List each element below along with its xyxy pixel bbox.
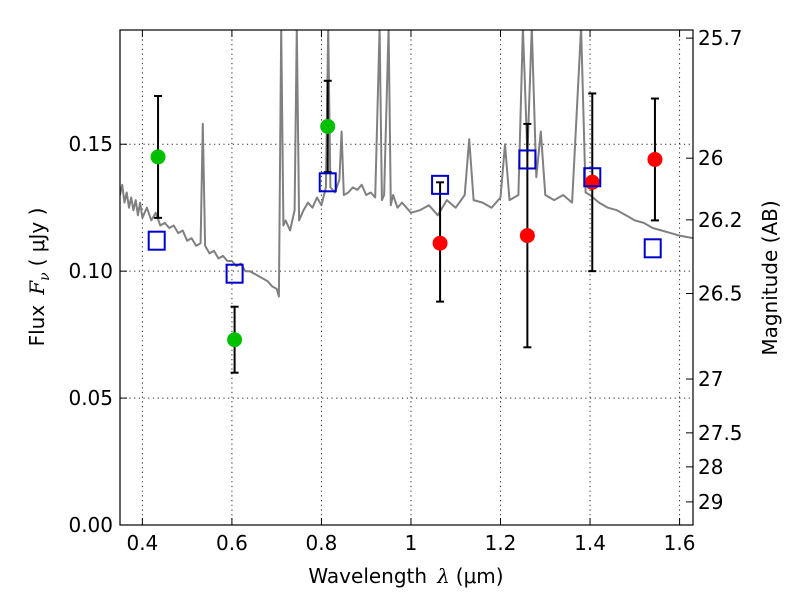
y2-axis: 25.7 26 26.2 26.5 27 27.5 28 29 — [686, 26, 743, 514]
data-point — [320, 118, 336, 134]
y-tick-label: 0.10 — [68, 259, 113, 283]
model-point — [431, 174, 450, 195]
y-tick-label: 0.15 — [68, 132, 113, 156]
y2-tick-label: 25.7 — [698, 26, 743, 50]
model-point — [225, 263, 244, 284]
data-point — [432, 235, 448, 251]
x-tick-label: 1 — [405, 531, 418, 555]
y2-tick-label: 26 — [698, 146, 723, 170]
model-spectrum-line — [120, 30, 693, 298]
grid-layer — [120, 30, 693, 525]
y2-tick-label: 26.2 — [698, 208, 743, 232]
model-point — [147, 230, 166, 251]
data-point — [227, 332, 243, 348]
data-point — [647, 151, 663, 167]
x-axis-title: Wavelength λ (μm) — [308, 564, 503, 588]
x-axis-title-text: Wavelength — [308, 564, 427, 588]
y2-tick-label: 27.5 — [698, 421, 743, 445]
x-tick-label: 0.6 — [216, 531, 248, 555]
x-tick-label: 0.4 — [126, 531, 158, 555]
y2-axis-title: Magnitude (AB) — [758, 200, 782, 355]
data-point — [519, 228, 535, 244]
y2-tick-label: 29 — [698, 490, 723, 514]
y-axis: 0.00 0.05 0.10 0.15 — [68, 132, 127, 537]
x-tick-label: 1.6 — [664, 531, 696, 555]
plot-frame — [119, 29, 694, 526]
y-axis-title-symbol: F — [25, 280, 49, 296]
data-point — [584, 174, 600, 190]
y-tick-label: 0.05 — [68, 386, 113, 410]
model-point — [583, 167, 602, 188]
y-axis-title-subscript: ν — [37, 272, 53, 281]
model-point — [518, 149, 537, 170]
y2-tick-label: 28 — [698, 455, 723, 479]
x-tick-label: 1.2 — [485, 531, 517, 555]
marker-layer — [147, 118, 663, 348]
y-axis-title-text: Flux — [25, 305, 49, 347]
x-axis-title-unit: (μm) — [456, 564, 504, 588]
y2-tick-label: 27 — [698, 367, 723, 391]
x-tick-label: 1.4 — [574, 531, 606, 555]
spectrum-layer — [120, 30, 693, 298]
model-point — [643, 238, 662, 259]
y-tick-label: 0.00 — [68, 513, 113, 537]
x-tick-label: 0.8 — [306, 531, 338, 555]
y2-tick-label: 26.5 — [698, 281, 743, 305]
x-axis-title-symbol: λ — [436, 564, 450, 588]
y-axis-title: Flux Fν ( μJy ) — [25, 208, 53, 347]
model-point — [318, 172, 337, 193]
data-point — [150, 149, 166, 165]
y-axis-title-unit: ( μJy ) — [25, 208, 49, 267]
x-axis: 0.4 0.6 0.8 1 1.2 1.4 1.6 — [126, 30, 695, 555]
